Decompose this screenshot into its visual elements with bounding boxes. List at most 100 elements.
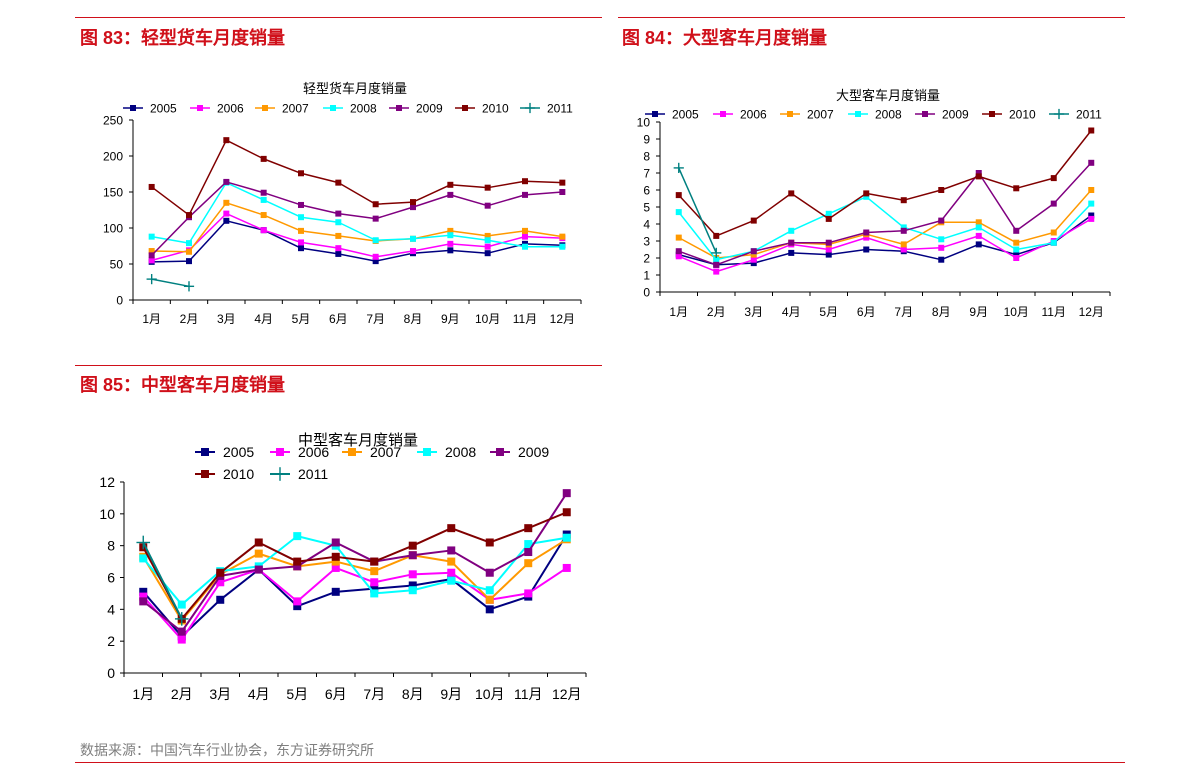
- point-2006-m10: [1013, 255, 1020, 261]
- legend-item-2009: 2009: [389, 101, 443, 115]
- point-2010-m5: [825, 215, 832, 222]
- legend-marker-2008: [330, 105, 336, 111]
- point-2010-m9: [447, 524, 456, 533]
- x-tick-label: 12月: [1079, 305, 1104, 319]
- point-2011-m2: [183, 281, 195, 292]
- x-tick-label: 12月: [552, 686, 582, 702]
- point-2007-m7: [370, 567, 379, 576]
- legend-item-2011: 2011: [1049, 107, 1102, 121]
- legend-marker-2010: [201, 470, 209, 478]
- point-2008-m5: [298, 214, 304, 221]
- y-tick-label: 2: [643, 251, 650, 265]
- x-tick-label: 6月: [325, 686, 347, 702]
- point-2007-m2: [186, 248, 192, 255]
- point-2006-m2: [177, 635, 186, 644]
- point-2009-m8: [408, 551, 417, 560]
- point-2005-m2: [186, 258, 192, 265]
- x-tick-label: 1月: [132, 686, 154, 702]
- point-2010-m6: [335, 179, 342, 186]
- series-2007: [148, 199, 566, 255]
- point-2005-m10: [484, 250, 491, 257]
- point-2006-m11: [522, 233, 528, 240]
- x-tick-label: 10月: [1004, 305, 1029, 319]
- legend-item-2007: 2007: [780, 107, 834, 121]
- series-2007-line: [678, 189, 1092, 259]
- series-2008: [675, 193, 1095, 263]
- point-2006-m12: [1088, 215, 1095, 222]
- point-2008-m8: [938, 236, 945, 243]
- point-2009-m12: [562, 489, 571, 498]
- y-tick-label: 100: [103, 221, 123, 235]
- point-2007-m10: [484, 232, 491, 239]
- point-2006-m3: [223, 210, 230, 217]
- point-2007-m4: [260, 212, 267, 219]
- legend-label-2008: 2008: [875, 107, 902, 121]
- x-tick-label: 5月: [286, 686, 308, 702]
- point-2010-m7: [372, 201, 379, 208]
- point-2007-m9: [975, 219, 982, 226]
- point-2011-m1: [146, 274, 157, 285]
- point-2009-m3: [750, 248, 757, 255]
- series-2008: [148, 179, 566, 250]
- point-2007-m3: [750, 251, 757, 258]
- point-2005-m10: [485, 605, 494, 614]
- series-2007-line: [151, 202, 563, 253]
- x-tick-label: 7月: [894, 305, 913, 319]
- point-2010-m6: [331, 552, 340, 561]
- point-2006-m12: [562, 563, 571, 572]
- y-tick-label: 0: [107, 665, 115, 681]
- legend-marker-2008: [855, 111, 861, 117]
- y-tick-label: 50: [110, 257, 124, 271]
- point-2006-m8: [410, 248, 416, 255]
- point-2008-m9: [447, 576, 456, 585]
- series-2011-line: [151, 278, 190, 288]
- point-2009-m7: [372, 215, 379, 222]
- point-2009-m4: [254, 565, 263, 574]
- legend-item-2008: 2008: [417, 444, 476, 460]
- y-tick-label: 7: [643, 166, 650, 180]
- point-2010-m12: [1088, 127, 1095, 134]
- legend-item-2010: 2010: [982, 107, 1036, 121]
- point-2008-m9: [975, 224, 982, 231]
- legend-label-2010: 2010: [482, 101, 509, 115]
- legend-marker-2006: [276, 448, 284, 456]
- point-2010-m1: [148, 183, 155, 190]
- point-2008-m11: [1050, 239, 1057, 246]
- y-tick-label: 10: [99, 506, 115, 522]
- point-2010-m2: [186, 212, 192, 219]
- footer-rule: [75, 762, 1125, 763]
- legend-marker-2007: [262, 105, 268, 111]
- point-2005-m5: [293, 602, 302, 611]
- point-2009-m12: [1088, 159, 1095, 166]
- legend-item-2005: 2005: [195, 444, 254, 460]
- series-2006: [675, 215, 1095, 275]
- point-2006-m6: [335, 245, 342, 252]
- legend-label-2008: 2008: [445, 444, 476, 460]
- point-2007-m3: [223, 199, 230, 206]
- point-2008-m2: [177, 600, 186, 609]
- legend-item-2008: 2008: [323, 101, 377, 115]
- point-2009-m5: [825, 239, 832, 246]
- point-2007-m7: [900, 241, 907, 248]
- point-2007-m4: [254, 549, 263, 558]
- point-2009-m10: [485, 568, 494, 577]
- point-2006-m3: [750, 256, 757, 263]
- legend-label-2006: 2006: [217, 101, 244, 115]
- data-source-note: 数据来源：中国汽车行业协会，东方证券研究所: [80, 742, 374, 758]
- series-2010: [675, 127, 1095, 239]
- point-2010-m11: [524, 524, 533, 533]
- point-2010-m2: [713, 232, 720, 239]
- series-2011-line: [678, 167, 717, 254]
- point-2007-m9: [447, 557, 456, 566]
- y-tick-label: 6: [643, 183, 650, 197]
- point-2005-m6: [863, 246, 870, 253]
- y-tick-label: 250: [103, 113, 123, 127]
- x-tick-label: 4月: [782, 305, 801, 319]
- y-tick-label: 8: [643, 149, 650, 163]
- point-2007-m11: [1050, 229, 1057, 236]
- point-2009-m4: [788, 239, 795, 246]
- legend-item-2007: 2007: [342, 444, 401, 460]
- point-2009-m9: [447, 546, 456, 555]
- point-2009-m10: [484, 202, 491, 209]
- legend-item-2008: 2008: [848, 107, 902, 121]
